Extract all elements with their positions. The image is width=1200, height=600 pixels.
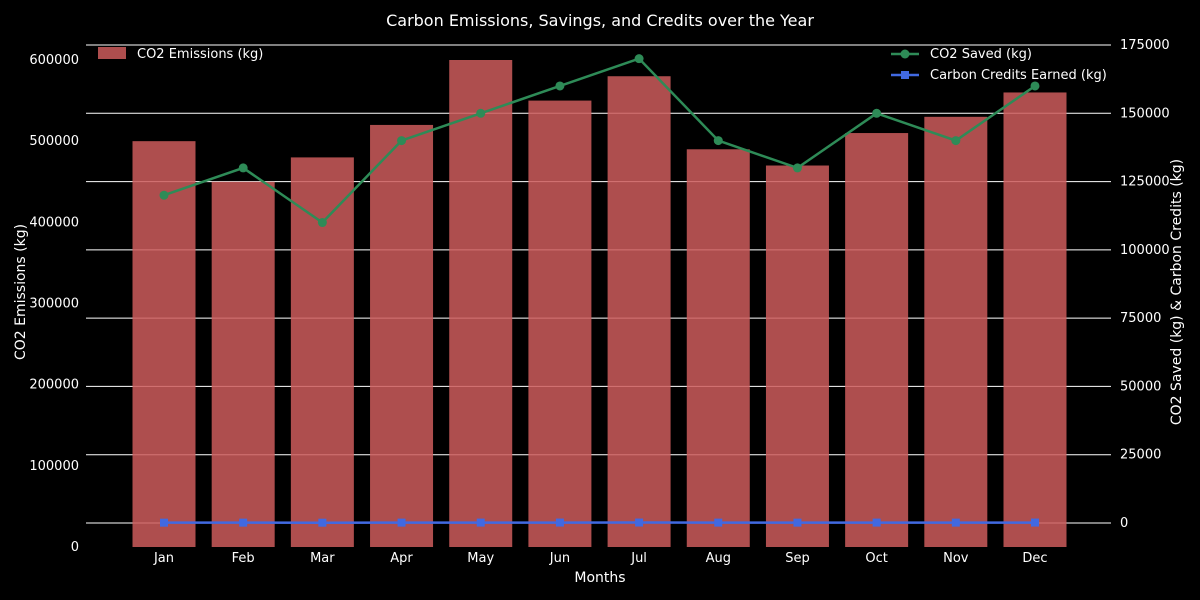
data-point <box>1031 518 1039 527</box>
x-tick-label: May <box>467 551 494 566</box>
x-tick-label: Nov <box>943 551 969 566</box>
bar <box>1003 92 1067 547</box>
data-point <box>792 163 802 173</box>
data-point <box>317 218 327 228</box>
y-axis-label-left: CO2 Emissions (kg) <box>13 224 29 360</box>
x-tick-label: Dec <box>1022 551 1047 566</box>
legend-left: CO2 Emissions (kg) <box>98 47 263 62</box>
legend-label-emissions: CO2 Emissions (kg) <box>137 47 263 62</box>
legend-marker-carbon-credits <box>901 71 909 79</box>
y-tick-label-left: 200000 <box>29 378 79 393</box>
series-line <box>163 57 1036 225</box>
x-tick-label: Jun <box>549 551 570 566</box>
bar-series <box>132 60 1067 548</box>
y-tick-label-left: 600000 <box>29 53 79 68</box>
data-point <box>951 136 961 146</box>
y-tick-label-right: 75000 <box>1120 311 1161 326</box>
y-tick-label-right: 25000 <box>1120 448 1161 463</box>
bar <box>290 157 354 547</box>
bar <box>528 100 592 547</box>
data-point <box>159 190 169 200</box>
y-tick-label-left: 100000 <box>29 459 79 474</box>
right-axis-ticks: 0 25000 50000 75000 100000 125000 150000 175000 <box>1120 38 1170 531</box>
y-axis-label-right: CO2 Saved (kg) & Carbon Credits (kg) <box>1169 159 1185 425</box>
data-point <box>555 81 565 91</box>
x-tick-label: Jul <box>630 551 647 566</box>
x-tick-label: Apr <box>390 551 413 566</box>
bar <box>132 141 196 547</box>
y-tick-label-right: 150000 <box>1120 106 1170 121</box>
x-tick-label: Feb <box>232 551 255 566</box>
bar <box>449 60 513 547</box>
y-tick-label-left: 0 <box>71 540 79 555</box>
x-tick-label: Jan <box>153 551 174 566</box>
data-point <box>713 136 723 146</box>
data-point <box>476 108 486 118</box>
line-series <box>159 54 1040 527</box>
x-tick-label: Aug <box>706 551 731 566</box>
bar <box>211 181 275 547</box>
legend-right: CO2 Saved (kg) Carbon Credits Earned (kg… <box>891 47 1107 83</box>
y-tick-label-right: 175000 <box>1120 38 1170 53</box>
data-point <box>318 518 327 527</box>
data-point <box>872 518 881 527</box>
data-point <box>397 136 407 146</box>
y-tick-label-right: 125000 <box>1120 175 1170 190</box>
bar <box>765 165 829 547</box>
bar <box>924 116 988 548</box>
data-point <box>555 518 564 527</box>
data-point <box>793 518 802 527</box>
y-tick-label-left: 500000 <box>29 134 79 149</box>
x-axis-ticks: Jan Feb Mar Apr May Jun Jul Aug Sep Oct Nov Dec <box>153 551 1048 566</box>
data-point <box>635 518 644 527</box>
data-point <box>872 108 882 118</box>
bar <box>686 149 750 548</box>
x-tick-label: Oct <box>865 551 887 566</box>
legend-label-co2-saved: CO2 Saved (kg) <box>930 47 1032 62</box>
bar <box>370 124 434 547</box>
legend-swatch-emissions <box>98 47 126 59</box>
y-tick-label-left: 400000 <box>29 215 79 230</box>
data-point <box>238 163 248 173</box>
data-point <box>160 518 168 527</box>
data-point <box>397 518 406 527</box>
chart-title: Carbon Emissions, Savings, and Credits o… <box>386 11 814 30</box>
legend-marker-co2-saved <box>900 49 910 59</box>
data-point <box>634 54 644 64</box>
data-point <box>476 518 485 527</box>
x-tick-label: Mar <box>310 551 335 566</box>
x-tick-label: Sep <box>785 551 810 566</box>
legend-label-carbon-credits: Carbon Credits Earned (kg) <box>930 68 1107 83</box>
bar <box>845 133 909 548</box>
y-tick-label-right: 100000 <box>1120 243 1170 258</box>
x-axis-label: Months <box>574 570 625 586</box>
data-point <box>239 518 248 527</box>
y-tick-label-left: 300000 <box>29 297 79 312</box>
data-point <box>951 518 960 527</box>
y-tick-label-right: 0 <box>1120 516 1128 531</box>
data-point <box>714 518 723 527</box>
y-tick-label-right: 50000 <box>1120 379 1161 394</box>
left-axis-ticks: 0 100000 200000 300000 400000 500000 600000 <box>29 53 79 555</box>
data-point <box>1030 81 1040 91</box>
bar <box>607 76 671 547</box>
